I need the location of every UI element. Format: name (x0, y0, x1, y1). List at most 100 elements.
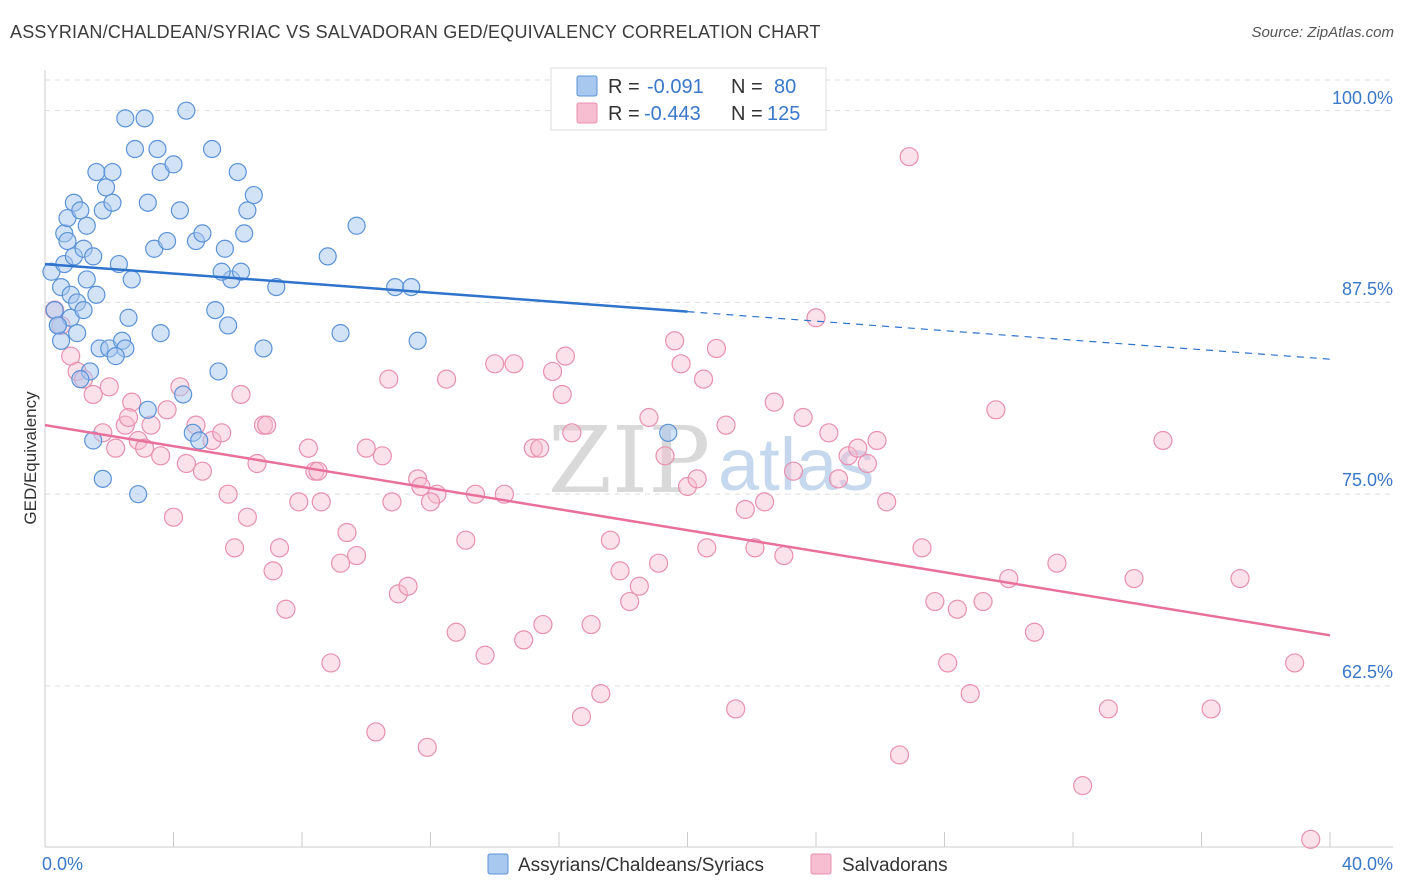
x-axis-ticks (44, 832, 1331, 847)
salvadoran-point (224, 538, 245, 558)
salvadoran-point (141, 415, 161, 435)
salvadoran-point (257, 415, 277, 435)
salvadoran-point (347, 545, 367, 566)
assyrian-point (177, 101, 196, 120)
salvadorans-points (45, 147, 1321, 849)
assyrian-point (318, 247, 337, 266)
legend-r-label-1: R = (608, 76, 640, 98)
assyrian-point (68, 324, 87, 343)
salvadoran-point (986, 400, 1006, 420)
assyrian-point (87, 285, 106, 304)
salvadoran-point (687, 469, 707, 489)
y-tick-label-62-5: 62.5% (1342, 662, 1393, 682)
y-tick-label-75: 75.0% (1342, 470, 1393, 490)
salvadoran-point (764, 392, 784, 412)
salvadoran-point (417, 737, 437, 757)
assyrians-points (42, 101, 678, 504)
assyrian-point (228, 162, 247, 182)
assyrian-point (87, 162, 106, 182)
series-legend-swatch-salvadorans (810, 853, 832, 875)
salvadoran-point (247, 453, 267, 474)
assyrian-point (219, 316, 238, 335)
legend-swatch-assyrians (576, 75, 598, 97)
salvadoran-point (106, 438, 126, 458)
salvadoran-point (1301, 829, 1321, 849)
salvadoran-point (1201, 699, 1221, 719)
assyrian-point (347, 216, 366, 235)
salvadoran-point (912, 538, 932, 558)
x-tick-label-max: 40.0% (1342, 854, 1393, 874)
legend-r-label-2: R = (608, 103, 640, 125)
assyrian-point (408, 331, 427, 350)
salvadoran-point (151, 446, 171, 466)
salvadoran-point (408, 469, 428, 489)
salvadoran-point (237, 507, 257, 527)
axes (44, 70, 1393, 848)
salvadoran-point (1024, 622, 1045, 642)
legend-swatch-salvadorans (576, 102, 598, 124)
salvadoran-point (610, 561, 630, 581)
assyrian-point (77, 270, 96, 289)
assyrian-point (659, 423, 678, 442)
salvadoran-point (118, 407, 139, 428)
salvadoran-point (938, 653, 958, 673)
salvadoran-point (83, 384, 103, 405)
x-tick-label-min: 0.0% (42, 854, 83, 874)
assyrian-point (235, 224, 254, 243)
salvadoran-point (388, 584, 408, 604)
salvadoran-point (693, 369, 714, 389)
salvadoran-point (571, 707, 592, 727)
salvadoran-point (298, 438, 319, 458)
salvadorans-trendline (44, 423, 1331, 637)
assyrians-trendline-projection (687, 311, 1331, 360)
salvadoran-point (838, 446, 858, 466)
salvadoran-point (1153, 430, 1173, 451)
assyrian-point (386, 277, 405, 297)
salvadoran-point (848, 438, 868, 458)
salvadoran-point (321, 653, 341, 673)
assyrian-point (164, 155, 183, 174)
salvadoran-point (745, 538, 765, 558)
salvadoran-point (591, 683, 611, 704)
assyrian-point (74, 301, 93, 320)
salvadoran-point (212, 423, 232, 443)
salvadoran-point (600, 530, 621, 550)
assyrian-point (71, 370, 90, 389)
salvadoran-point (562, 423, 582, 443)
assyrian-point (148, 139, 167, 159)
assyrian-point (331, 324, 350, 343)
salvadoran-point (530, 438, 550, 458)
salvadoran-point (857, 453, 878, 474)
legend-n-label-1: N = (731, 76, 763, 98)
assyrian-point (209, 362, 228, 381)
salvadoran-point (504, 354, 524, 374)
assyrian-point (206, 301, 225, 320)
salvadoran-point (1124, 568, 1144, 589)
salvadoran-point (726, 699, 746, 719)
y-tick-labels: 100.0% 87.5% 75.0% 62.5% (1332, 88, 1393, 682)
legend-n-value-2: 125 (767, 103, 800, 125)
salvadoran-point (157, 400, 177, 420)
salvadoran-point (122, 392, 142, 412)
salvadoran-point (806, 308, 826, 328)
chart-source: Source: ZipAtlas.com (1251, 24, 1394, 41)
salvadoran-point (134, 438, 155, 458)
salvadoran-point (697, 538, 717, 558)
salvadoran-point (1098, 699, 1118, 719)
assyrian-point (93, 469, 112, 488)
salvadoran-point (735, 499, 755, 520)
salvadoran-point (176, 453, 196, 474)
assyrian-point (157, 231, 177, 251)
salvadoran-point (947, 599, 967, 619)
salvadoran-point (523, 438, 543, 458)
assyrian-point (129, 485, 148, 504)
assyrian-point (238, 201, 257, 220)
salvadoran-point (311, 492, 331, 512)
correlation-legend: R = -0.091 N = 80 R = -0.443 N = 125 (550, 67, 827, 131)
assyrian-point (244, 185, 263, 205)
salvadoran-point (774, 545, 794, 566)
salvadoran-point (1073, 776, 1093, 796)
salvadoran-point (828, 469, 849, 489)
salvadoran-point (99, 377, 119, 397)
